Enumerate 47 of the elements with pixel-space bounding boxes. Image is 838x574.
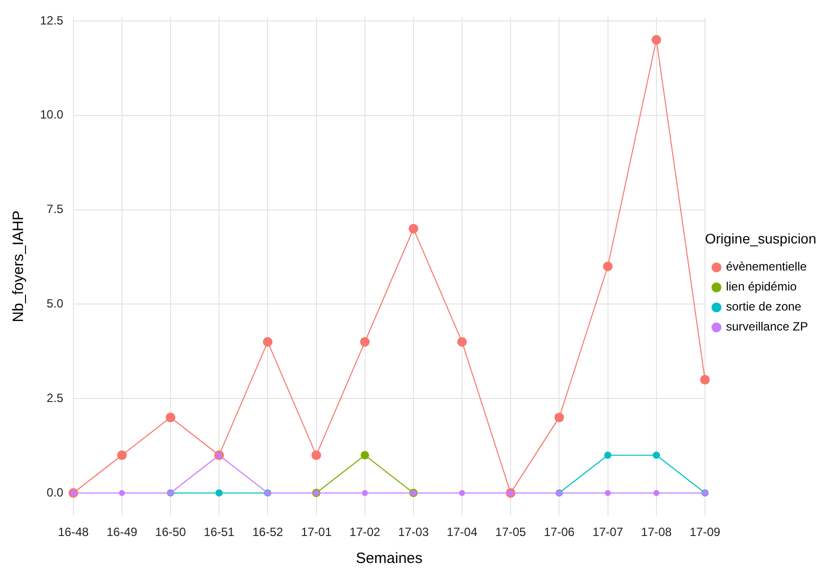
point (653, 490, 660, 496)
y-tick-label: 0.0 (46, 485, 64, 500)
y-tick-label: 12.5 (40, 13, 64, 28)
x-tick-label: 17-05 (495, 525, 526, 540)
x-tick-label: 17-03 (398, 525, 430, 540)
x-tick-label: 17-07 (592, 525, 624, 540)
x-tick-label: 17-08 (641, 525, 672, 540)
x-tick-label: 17-04 (446, 525, 478, 540)
point (457, 337, 467, 347)
point (216, 489, 223, 497)
point (262, 337, 272, 347)
legend-label: évènementielle (726, 260, 808, 274)
point (604, 452, 612, 459)
legend-label: lien épidémio (726, 280, 798, 294)
legend-label: surveillance ZP (726, 320, 808, 334)
y-tick-label: 5.0 (46, 296, 64, 310)
point (602, 262, 613, 272)
x-tick-label: 16-51 (204, 525, 235, 540)
point (360, 450, 370, 460)
point (652, 452, 660, 459)
x-tick-label: 16-52 (252, 525, 284, 540)
point (360, 337, 370, 347)
y-tick-label: 10.0 (40, 108, 64, 122)
point (117, 450, 127, 460)
point (166, 412, 176, 422)
x-tick-label: 16-49 (106, 525, 138, 540)
point (311, 450, 322, 460)
point (459, 490, 466, 496)
point (362, 490, 368, 496)
legend-label: sortie de zone (726, 300, 802, 314)
point (604, 490, 611, 496)
point (408, 224, 418, 234)
x-tick-label: 17-02 (350, 525, 381, 540)
x-tick-label: 17-06 (544, 525, 575, 540)
y-tick-label: 2.5 (46, 390, 64, 405)
y-tick-label: 7.5 (46, 202, 64, 216)
point (700, 374, 710, 384)
y-axis-title: Nb_foyers_IAHP (10, 210, 28, 322)
x-tick-label: 17-01 (300, 525, 332, 540)
point (652, 35, 662, 45)
point (118, 490, 125, 496)
x-tick-label: 16-50 (155, 525, 186, 540)
x-tick-label: 16-48 (58, 525, 90, 540)
x-tick-label: 17-09 (690, 525, 721, 540)
point (554, 412, 564, 422)
x-axis-title: Semaines (356, 550, 423, 568)
legend-title: Origine_suspicion (704, 230, 816, 246)
